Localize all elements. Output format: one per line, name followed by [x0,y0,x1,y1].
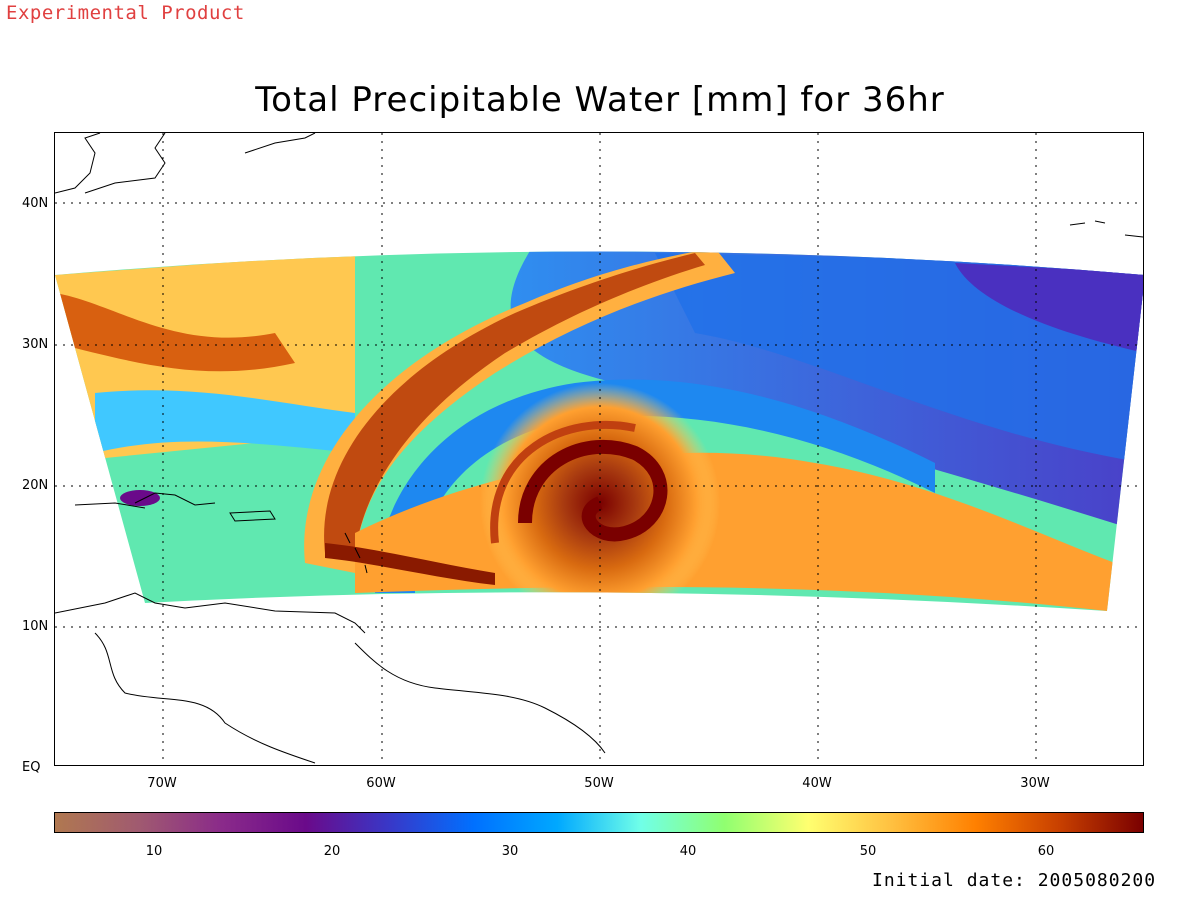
graticule [55,133,1143,765]
colorbar-tick-20: 20 [323,844,341,859]
colorbar-tick-60: 60 [1037,844,1055,859]
colorbar-tick-30: 30 [501,844,519,859]
colorbar-tick-50: 50 [859,844,877,859]
map-title: Total Precipitable Water [mm] for 36hr [255,80,945,120]
lat-label-20n: 20N [22,478,49,493]
lat-label-eq: EQ [22,760,41,775]
lat-label-40n: 40N [22,196,49,211]
lon-label-40w: 40W [802,776,832,791]
lon-label-30w: 30W [1020,776,1050,791]
colorbar-tick-40: 40 [679,844,697,859]
lat-label-10n: 10N [22,619,49,634]
lat-label-30n: 30N [22,337,49,352]
colorbar [54,812,1144,833]
initial-date-label: Initial date: 2005080200 [872,870,1157,891]
map-canvas [55,133,1143,765]
tpw-field [55,251,1143,611]
coastlines [55,133,1143,764]
precipitable-water-map [54,132,1144,766]
lon-label-50w: 50W [584,776,614,791]
lon-label-60w: 60W [366,776,396,791]
lon-label-70w: 70W [147,776,177,791]
experimental-product-label: Experimental Product [6,2,245,24]
colorbar-tick-10: 10 [145,844,163,859]
